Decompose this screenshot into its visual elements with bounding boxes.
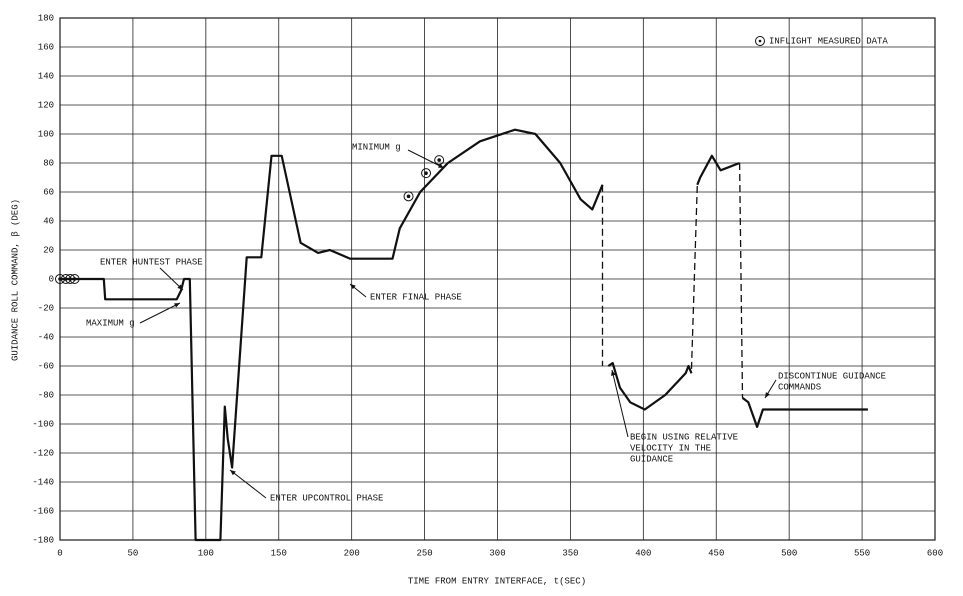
data-line: [60, 128, 868, 542]
data-point: [403, 191, 414, 202]
marker-part: [424, 171, 428, 175]
annotation: ENTER FINAL PHASE: [370, 292, 462, 302]
y-tick-label: 80: [43, 158, 54, 168]
y-tick-label: -180: [32, 535, 54, 545]
arrow-head: [350, 284, 356, 290]
y-tick-label: 60: [43, 187, 54, 197]
y-tick-label: 140: [38, 71, 54, 81]
annotation-arrow: [611, 369, 629, 438]
legend-marker: [758, 39, 762, 43]
x-tick-label: 350: [562, 548, 578, 558]
x-tick-label: 600: [927, 548, 943, 558]
annotation: DISCONTINUE GUIDANCE: [778, 371, 886, 381]
y-tick-label: -20: [38, 303, 54, 313]
x-tick-label: 300: [489, 548, 505, 558]
x-tick-label: 200: [344, 548, 360, 558]
x-tick-label: 550: [854, 548, 870, 558]
arrow-head: [438, 163, 444, 168]
annotation: BEGIN USING RELATIVE: [630, 432, 738, 442]
annotation-arrow: [229, 469, 267, 499]
y-tick-label: -80: [38, 390, 54, 400]
y-tick-label: 40: [43, 216, 54, 226]
annotation: COMMANDS: [778, 382, 821, 392]
arrow-head: [611, 370, 616, 376]
y-tick-label: -60: [38, 361, 54, 371]
y-tick-label: -100: [32, 419, 54, 429]
x-tick-label: 150: [271, 548, 287, 558]
annotation: ENTER UPCONTROL PHASE: [270, 493, 383, 503]
y-tick-label: -160: [32, 506, 54, 516]
x-tick-label: 50: [128, 548, 139, 558]
annotation: MAXIMUM g: [86, 318, 135, 328]
annotation: GUIDANCE: [630, 454, 673, 464]
y-tick-label: -140: [32, 477, 54, 487]
marker-part: [69, 274, 80, 284]
x-tick-label: 0: [57, 548, 62, 558]
marker-part: [421, 168, 432, 179]
x-tick-label: 250: [416, 548, 432, 558]
annotation-arrow: [407, 149, 445, 169]
x-tick-label: 100: [198, 548, 214, 558]
y-tick-label: 0: [49, 274, 54, 284]
y-tick-label: 20: [43, 245, 54, 255]
arrow-head: [230, 470, 236, 476]
marker-part: [406, 194, 411, 199]
data-point: [69, 274, 80, 284]
arrow-head: [177, 284, 183, 290]
marker-part: [434, 155, 445, 166]
y-tick-label: -120: [32, 448, 54, 458]
legend-marker: [755, 36, 765, 46]
x-tick-label: 450: [708, 548, 724, 558]
arrow-head: [765, 392, 770, 398]
x-tick-label: 500: [781, 548, 797, 558]
y-tick-label: 180: [38, 13, 54, 23]
x-axis-label: TIME FROM ENTRY INTERFACE, t(SEC): [408, 576, 586, 586]
annotation: ENTER HUNTEST PHASE: [100, 257, 203, 267]
x-tick-label: 400: [635, 548, 651, 558]
legend-label: INFLIGHT MEASURED DATA: [769, 36, 888, 46]
y-tick-label: 120: [38, 100, 54, 110]
marker-part: [72, 277, 77, 281]
data-point: [434, 155, 445, 166]
y-axis-label: GUIDANCE ROLL COMMAND, β (DEG): [10, 199, 20, 361]
y-tick-label: -40: [38, 332, 54, 342]
arrow-head: [174, 303, 180, 308]
annotation-arrow: [139, 302, 181, 324]
marker-part: [403, 191, 414, 202]
data-point: [421, 168, 432, 179]
annotation: MINIMUM g: [352, 142, 401, 152]
y-tick-label: 100: [38, 129, 54, 139]
marker-part: [437, 158, 441, 162]
annotation: VELOCITY IN THE: [630, 443, 711, 453]
y-tick-label: 160: [38, 42, 54, 52]
dashed-line: [601, 162, 744, 398]
